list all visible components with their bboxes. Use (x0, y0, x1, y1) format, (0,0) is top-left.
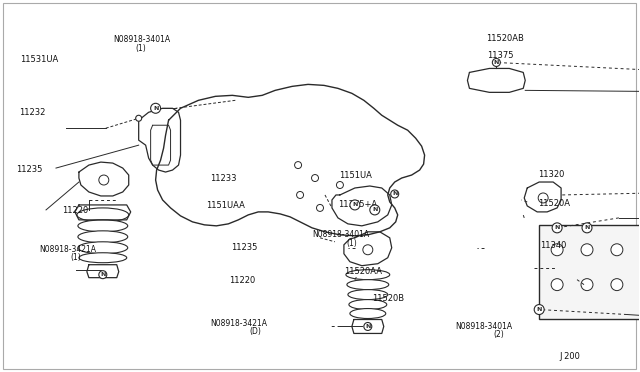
Text: 11375: 11375 (487, 51, 513, 60)
Text: N08918-3401A: N08918-3401A (312, 230, 369, 240)
Circle shape (296, 192, 303, 198)
Text: N: N (100, 272, 106, 277)
Circle shape (370, 205, 380, 215)
Circle shape (551, 279, 563, 291)
Text: (1): (1) (70, 253, 81, 262)
Circle shape (363, 245, 373, 255)
Ellipse shape (79, 253, 127, 263)
Circle shape (391, 190, 399, 198)
Text: 1151UAA: 1151UAA (207, 201, 245, 210)
Text: N08918-3401A: N08918-3401A (455, 321, 512, 331)
Circle shape (99, 175, 109, 185)
Circle shape (582, 223, 592, 233)
Text: (1): (1) (347, 238, 358, 248)
Text: N: N (493, 60, 499, 65)
Text: 11232: 11232 (19, 108, 45, 117)
Circle shape (534, 305, 544, 314)
Circle shape (99, 271, 107, 279)
Text: 11375+A: 11375+A (338, 200, 377, 209)
Circle shape (552, 223, 562, 233)
Ellipse shape (348, 290, 388, 299)
Text: 11235: 11235 (16, 165, 42, 174)
Circle shape (611, 279, 623, 291)
Circle shape (294, 161, 301, 169)
Text: 11531UA: 11531UA (20, 55, 59, 64)
Circle shape (337, 182, 344, 189)
Text: (1): (1) (135, 44, 146, 52)
Ellipse shape (346, 270, 390, 280)
Text: N: N (584, 225, 589, 230)
Text: N: N (554, 225, 560, 230)
Text: (2): (2) (493, 330, 504, 339)
Circle shape (364, 323, 372, 330)
Text: 11320: 11320 (538, 170, 564, 179)
Text: N08918-3421A: N08918-3421A (211, 319, 268, 328)
Text: N: N (365, 324, 371, 329)
Ellipse shape (77, 208, 129, 222)
Circle shape (136, 115, 141, 121)
Ellipse shape (347, 280, 388, 290)
Text: N08918-3421A: N08918-3421A (40, 244, 97, 253)
Text: N: N (536, 307, 542, 312)
Text: N: N (392, 192, 397, 196)
Ellipse shape (78, 242, 128, 254)
Circle shape (317, 205, 323, 211)
Text: N: N (153, 106, 158, 111)
Circle shape (551, 244, 563, 256)
Circle shape (611, 244, 623, 256)
Text: (D): (D) (250, 327, 262, 336)
Circle shape (350, 200, 360, 210)
Text: N: N (372, 208, 378, 212)
Text: N08918-3401A: N08918-3401A (113, 35, 170, 44)
Circle shape (581, 244, 593, 256)
Text: 11220: 11220 (230, 276, 256, 285)
Ellipse shape (349, 299, 387, 310)
Circle shape (150, 103, 161, 113)
Text: 11340: 11340 (540, 241, 566, 250)
Ellipse shape (78, 231, 128, 243)
Circle shape (581, 279, 593, 291)
Circle shape (538, 193, 548, 203)
Circle shape (312, 174, 319, 182)
Text: 11233: 11233 (211, 174, 237, 183)
Text: 1151UA: 1151UA (339, 171, 372, 180)
Text: 11520AA: 11520AA (344, 267, 382, 276)
Text: J 200: J 200 (559, 352, 580, 361)
Text: 11220: 11220 (62, 206, 88, 215)
Text: 11520B: 11520B (372, 294, 404, 303)
Text: 11520AB: 11520AB (486, 34, 524, 43)
Text: 11235: 11235 (231, 243, 257, 252)
Ellipse shape (78, 220, 128, 232)
Text: 11520A: 11520A (538, 199, 570, 208)
Ellipse shape (350, 308, 386, 318)
Text: N: N (352, 202, 358, 208)
Circle shape (492, 58, 500, 67)
FancyBboxPatch shape (539, 225, 640, 320)
